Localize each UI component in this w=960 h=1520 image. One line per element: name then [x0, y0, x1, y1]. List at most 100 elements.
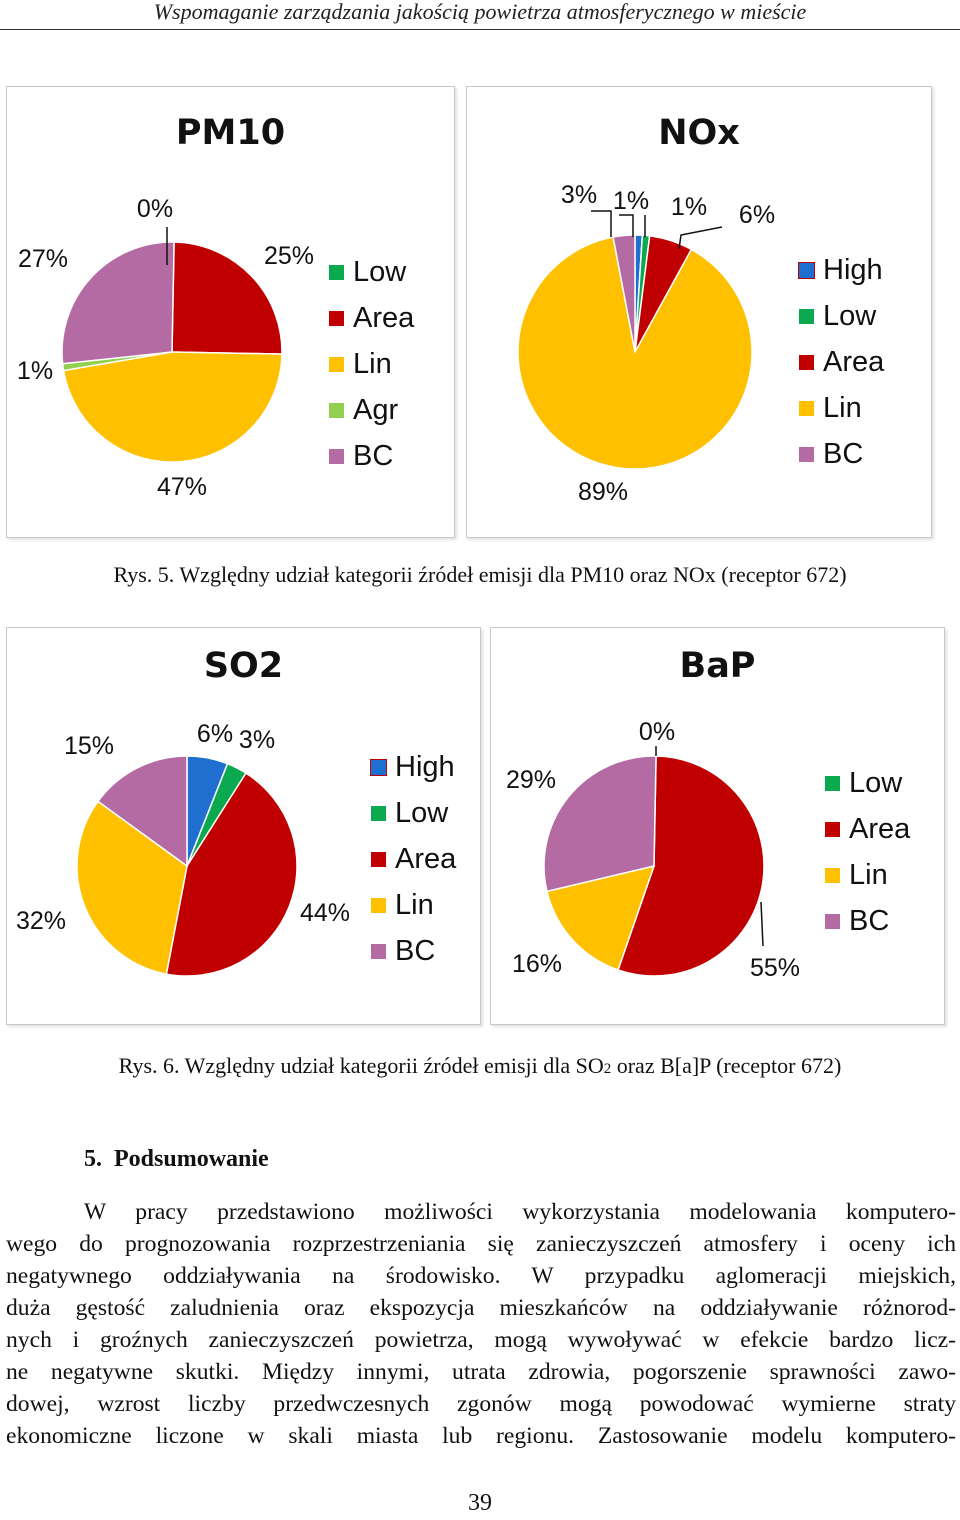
data-label: 3%	[561, 181, 597, 209]
data-label: 3%	[239, 726, 275, 754]
leader-line	[619, 214, 634, 237]
legend-swatch	[799, 400, 814, 416]
pm10-chart: PM10 0% 25% 47% 1% 27% Low Area Lin Agr BC	[6, 86, 455, 538]
legend-item: Lin	[825, 852, 910, 898]
pie-svg: 6% 3% 44% 32% 15%	[16, 720, 350, 977]
legend-swatch	[799, 354, 814, 370]
pie-slice-lin	[76, 800, 188, 975]
legend-label: BC	[353, 439, 394, 472]
legend-label: Lin	[849, 858, 888, 891]
legend-item: Lin	[799, 385, 884, 431]
pie-slice-area	[171, 241, 283, 355]
data-label: 6%	[739, 201, 775, 229]
legend-swatch	[329, 310, 344, 326]
legend-label: Lin	[353, 347, 392, 380]
legend-label: Lin	[395, 888, 434, 921]
page-number: 39	[468, 1490, 492, 1516]
leader-line	[591, 210, 612, 237]
legend-swatch	[825, 775, 840, 791]
data-label: 1%	[17, 357, 53, 385]
pie-slice-lin	[517, 236, 753, 470]
legend-label: Low	[823, 299, 877, 332]
section-title: Podsumowanie	[114, 1146, 269, 1172]
legend-swatch	[799, 308, 814, 324]
pie-slice-area	[165, 772, 298, 977]
legend-label: Lin	[823, 391, 862, 424]
pie-slice-lin	[62, 351, 283, 463]
chart-title: BaP	[679, 646, 756, 686]
so2-chart: SO2 6% 3% 44% 32% 15% High Low Area Lin BC	[6, 627, 481, 1025]
body-line: nych i groźnych zanieczyszczeń powietrza…	[6, 1327, 956, 1353]
caption-subscript: 2	[603, 1061, 612, 1077]
leader-line	[678, 226, 723, 250]
nox-chart: NOx 1% 1% 6% 89% 3% High Low Area Lin BC	[466, 86, 932, 538]
legend-label: Low	[395, 796, 449, 829]
pie-svg: 1% 1% 6% 89% 3%	[517, 181, 775, 506]
legend-label: Area	[849, 812, 911, 845]
legend-item: BC	[799, 431, 884, 477]
legend-swatch	[825, 867, 840, 883]
legend-swatch	[799, 446, 814, 462]
legend-label: BC	[849, 904, 890, 937]
pie-slice-lin	[546, 864, 656, 971]
pie-slice-area	[617, 755, 765, 977]
data-label: 0%	[639, 718, 675, 746]
data-label: 15%	[64, 732, 114, 760]
legend-label: High	[823, 253, 883, 286]
running-header: Wspomaganie zarządzania jakością powietr…	[0, 0, 960, 30]
section-number: 5.	[84, 1146, 102, 1172]
data-label: 89%	[578, 478, 628, 506]
pie-svg: 0% 55% 16% 29%	[506, 718, 800, 982]
legend-label: Area	[395, 842, 457, 875]
legend-item: High	[370, 744, 456, 790]
body-line: negatywnego oddziaływania na środowisko.…	[6, 1263, 956, 1289]
legend-swatch	[329, 264, 344, 280]
legend: Low Area Lin BC	[825, 760, 910, 944]
pie-svg: 0% 25% 47% 1% 27%	[17, 195, 314, 501]
body-paragraph: W pracy przedstawiono możliwości wykorzy…	[6, 1196, 956, 1452]
data-label: 16%	[512, 950, 562, 978]
figure-caption-6: Rys. 6. Względny udział kategorii źródeł…	[0, 1053, 960, 1079]
data-label: 27%	[18, 245, 68, 273]
body-line: wego do prognozowania rozprzestrzeniania…	[6, 1231, 956, 1257]
legend-item: Area	[799, 339, 884, 385]
legend-swatch	[371, 851, 386, 867]
legend-swatch	[329, 402, 344, 418]
body-line: W pracy przedstawiono możliwości wykorzy…	[84, 1199, 956, 1225]
legend-swatch	[329, 448, 344, 464]
legend-item: Area	[825, 806, 910, 852]
legend-label: Area	[353, 301, 415, 334]
body-line: ne negatywne skutki. Między innymi, utra…	[6, 1359, 956, 1385]
legend-item: Lin	[329, 341, 414, 387]
legend-item: Area	[329, 295, 414, 341]
pie-slice-bc	[96, 755, 188, 868]
pie-slice-bc	[543, 755, 657, 893]
legend-swatch	[825, 821, 840, 837]
caption-text-end: oraz B[a]P (receptor 672)	[611, 1053, 842, 1078]
legend-label: Low	[849, 766, 903, 799]
bap-chart: BaP 0% 55% 16% 29% Low Area Lin BC	[490, 627, 945, 1025]
section-heading: 5. Podsumowanie	[84, 1146, 269, 1173]
pie-slice-bc	[61, 241, 175, 365]
legend-item: BC	[825, 898, 910, 944]
legend-label: Area	[823, 345, 885, 378]
chart-title: SO2	[203, 646, 284, 686]
legend: Low Area Lin Agr BC	[329, 249, 414, 479]
legend-item: Agr	[329, 387, 414, 433]
data-label: 1%	[671, 193, 707, 221]
chart-title: PM10	[175, 113, 286, 153]
legend-item: BC	[329, 433, 414, 479]
data-label: 47%	[157, 473, 207, 501]
legend-swatch	[798, 261, 815, 279]
legend-item: BC	[371, 928, 456, 974]
pie-slice-bc	[612, 234, 636, 353]
legend-label: High	[395, 750, 455, 783]
legend-label: Agr	[353, 393, 399, 426]
data-label: 1%	[613, 187, 649, 215]
legend-item: High	[798, 247, 884, 293]
data-label: 29%	[506, 766, 556, 794]
legend-swatch	[329, 356, 344, 372]
legend-swatch	[825, 913, 840, 929]
body-line: ekonomiczne liczone w skali miasta lub r…	[6, 1423, 956, 1449]
legend-label: BC	[823, 437, 864, 470]
